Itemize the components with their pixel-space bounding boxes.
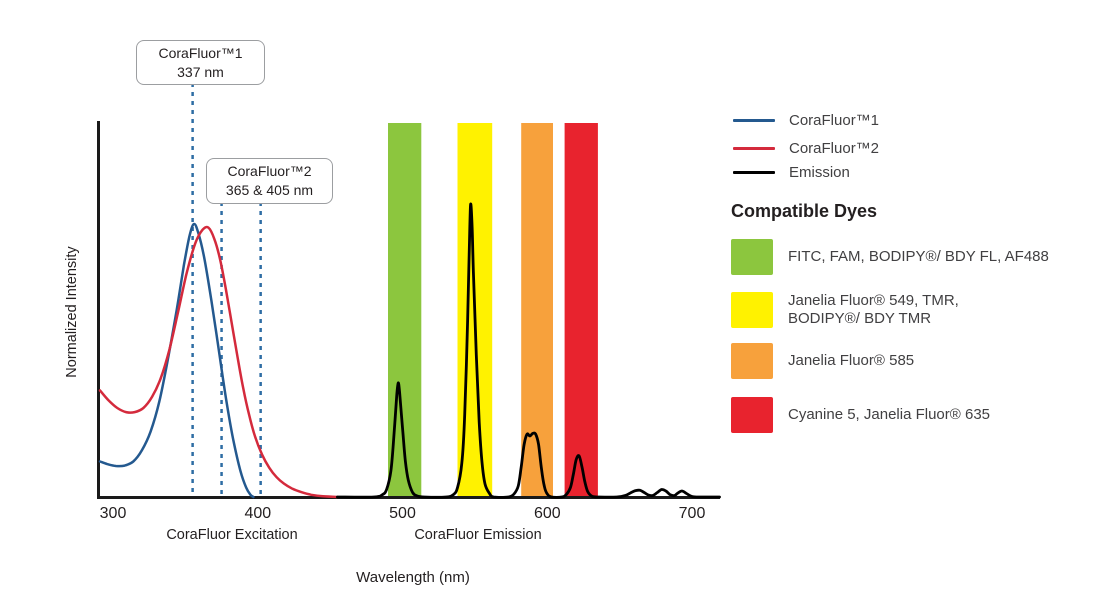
excitation-section-label: CoraFluor Excitation bbox=[166, 527, 298, 543]
series-curve-0 bbox=[98, 222, 255, 499]
emission-section-label: CoraFluor Emission bbox=[414, 527, 542, 543]
compatible-dyes-heading: Compatible Dyes bbox=[731, 201, 878, 221]
x-tick-label: 300 bbox=[100, 505, 127, 522]
dye-label-line: BODIPY®/ BDY TMR bbox=[788, 310, 932, 327]
x-tick-label: 600 bbox=[534, 505, 561, 522]
legend-label: CoraFluor™1 bbox=[789, 111, 880, 129]
annotation-corafluor1-title: CoraFluor™1 bbox=[158, 44, 243, 61]
dye-label-line: Janelia Fluor® 585 bbox=[788, 352, 915, 369]
dye-swatch-orange bbox=[731, 343, 773, 379]
legend-item-emission: Emission bbox=[733, 163, 850, 181]
annotation-corafluor1-value: 337 nm bbox=[177, 63, 224, 80]
annotation-corafluor2-value: 365 & 405 nm bbox=[225, 182, 314, 198]
series-curve-2 bbox=[336, 202, 721, 499]
x-tick-label: 700 bbox=[679, 505, 706, 522]
annotation-corafluor1: CoraFluor™1 337 nm bbox=[136, 40, 265, 85]
legend-line-swatch-blue bbox=[733, 118, 775, 122]
dye-label: FITC, FAM, BODIPY®/ BDY FL, AF488 bbox=[788, 248, 1049, 266]
filter-band-red bbox=[564, 123, 598, 497]
x-tick-label: 400 bbox=[244, 505, 271, 522]
dye-swatch-red bbox=[731, 397, 773, 433]
dye-item-green: FITC, FAM, BODIPY®/ BDY FL, AF488 bbox=[731, 239, 1049, 275]
dye-label-line: FITC, FAM, BODIPY®/ BDY FL, AF488 bbox=[788, 248, 1049, 265]
x-axis-label: Wavelength (nm) bbox=[356, 569, 470, 586]
dye-swatch-green bbox=[731, 239, 773, 275]
dye-label: Janelia Fluor® 549, TMR, BODIPY®/ BDY TM… bbox=[788, 292, 959, 328]
legend-label: Emission bbox=[789, 163, 850, 181]
dye-item-yellow: Janelia Fluor® 549, TMR, BODIPY®/ BDY TM… bbox=[731, 292, 959, 328]
dye-label-line: Janelia Fluor® 549, TMR, bbox=[788, 292, 959, 309]
series-curve-1 bbox=[98, 225, 339, 499]
annotation-corafluor2: CoraFluor™2 365 & 405 nm bbox=[206, 158, 333, 204]
legend-item-corafluor2: CoraFluor™2 bbox=[733, 139, 880, 157]
annotation-corafluor2-title: CoraFluor™2 bbox=[227, 163, 312, 179]
dye-label: Janelia Fluor® 585 bbox=[788, 352, 914, 370]
dye-item-orange: Janelia Fluor® 585 bbox=[731, 343, 914, 379]
dye-item-red: Cyanine 5, Janelia Fluor® 635 bbox=[731, 397, 990, 433]
y-axis-label: Normalized Intensity bbox=[64, 246, 80, 378]
legend-label: CoraFluor™2 bbox=[789, 139, 880, 157]
dye-label: Cyanine 5, Janelia Fluor® 635 bbox=[788, 406, 990, 424]
x-tick-label: 500 bbox=[389, 505, 416, 522]
dye-label-line: Cyanine 5, Janelia Fluor® 635 bbox=[788, 406, 991, 423]
legend-line-swatch-red bbox=[733, 146, 775, 150]
legend-item-corafluor1: CoraFluor™1 bbox=[733, 111, 880, 129]
legend-line-swatch-black bbox=[733, 170, 775, 174]
dye-swatch-yellow bbox=[731, 292, 773, 328]
